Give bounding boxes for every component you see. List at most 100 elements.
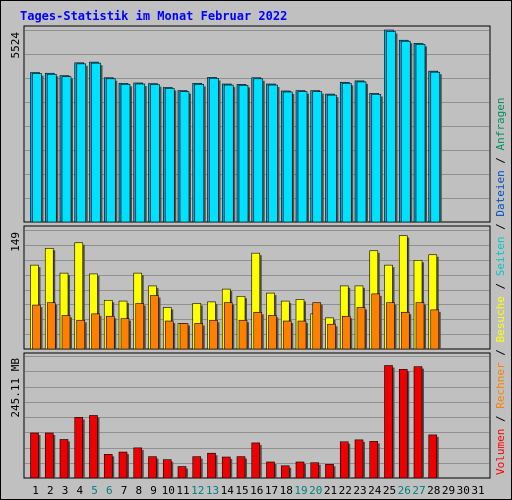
panel-top: 5524 [9,25,491,223]
y-max-label: 149 [9,232,22,252]
bar-dateien-18 [282,91,293,223]
bar-rechner-4 [76,319,86,350]
bar-dateien-22 [341,83,352,223]
x-tick-label-25: 25 [383,484,396,497]
bar-volumen-21 [325,463,334,479]
x-axis-labels: 1 2 3 4 5 6 7 8 9 10 11 12 13 14 15 16 17 18 19 20 21 22 23 24 2… [32,484,484,497]
bar-dateien-28 [430,71,441,223]
legend-separator: / [494,276,507,296]
bar-volumen-9 [148,456,157,479]
x-tick-label-19: 19 [294,484,307,497]
legend-separator: / [494,343,507,363]
x-tick-label-3: 3 [62,484,69,497]
x-tick-label-24: 24 [368,484,382,497]
bar-dateien-14 [223,84,234,223]
bar-rechner-22 [341,315,351,350]
y-max-label: 5524 [9,32,22,59]
chart-panels: 5524 149 245.11 MB [9,25,491,479]
x-tick-label-18: 18 [280,484,293,497]
bar-rechner-1 [32,304,41,350]
x-tick-label-15: 15 [235,484,248,497]
bar-rechner-15 [238,319,248,350]
bar-volumen-17 [266,461,275,479]
bar-rechner-7 [120,318,130,350]
bar-dateien-19 [297,91,308,223]
bar-rechner-11 [179,323,189,350]
x-tick-label-29: 29 [442,484,455,497]
bar-rechner-17 [268,315,277,350]
bar-rechner-6 [105,315,115,350]
bar-dateien-7 [120,84,131,223]
bar-volumen-20 [310,462,320,479]
bar-dateien-5 [91,62,101,223]
bar-dateien-24 [371,94,382,223]
x-tick-label-17: 17 [265,484,278,497]
bar-volumen-13 [207,452,216,479]
bar-rechner-19 [297,320,307,350]
legend-seiten: Seiten [494,237,507,277]
bar-dateien-17 [268,84,278,223]
bar-dateien-16 [253,78,264,223]
x-tick-label-23: 23 [353,484,366,497]
bar-rechner-2 [46,302,56,350]
bar-dateien-1 [32,73,42,223]
x-tick-label-7: 7 [121,484,128,497]
legend-dateien: Dateien [494,170,507,216]
legend-besuche: Besuche [494,296,507,342]
x-tick-label-4: 4 [76,484,83,497]
legend-volumen: Volumen [494,429,507,475]
x-tick-label-1: 1 [32,484,39,497]
x-tick-label-8: 8 [135,484,142,497]
bar-volumen-25 [384,365,393,479]
panel-middle: 149 [9,225,491,350]
bar-rechner-28 [430,309,440,350]
x-tick-label-2: 2 [47,484,54,497]
bar-volumen-19 [295,461,305,479]
bar-dateien-13 [209,78,219,223]
bar-volumen-10 [162,459,172,479]
bar-dateien-23 [356,81,367,223]
x-tick-label-10: 10 [162,484,175,497]
bar-dateien-3 [61,76,72,223]
x-tick-label-26: 26 [398,484,411,497]
legend: Volumen / Rechner / Besuche / Seiten / D… [494,97,507,475]
bar-volumen-23 [354,439,364,479]
x-tick-label-11: 11 [176,484,189,497]
bar-rechner-24 [371,293,381,350]
bar-volumen-5 [89,415,98,479]
bar-volumen-8 [133,447,143,479]
bar-dateien-25 [386,31,396,223]
bar-volumen-26 [398,369,408,479]
bar-volumen-12 [192,456,202,479]
y-max-label: 245.11 MB [9,358,22,418]
chart-title: Tages-Statistik im Monat Februar 2022 [20,9,287,23]
x-tick-label-20: 20 [309,484,322,497]
legend-separator: / [494,150,507,170]
legend-rechner: Rechner [494,362,507,409]
bar-rechner-23 [356,307,366,350]
bar-volumen-11 [177,466,187,479]
bar-dateien-2 [46,73,57,223]
legend-separator: / [494,409,507,429]
bar-rechner-27 [415,302,425,350]
bar-rechner-9 [150,295,159,350]
bar-rechner-18 [282,320,292,350]
x-tick-label-12: 12 [191,484,204,497]
legend-text: Volumen / Rechner / Besuche / Seiten / D… [494,97,507,475]
bar-volumen-16 [251,442,261,479]
bar-rechner-21 [327,323,336,350]
bar-volumen-3 [59,439,69,479]
bar-dateien-10 [164,88,175,223]
bar-rechner-5 [91,313,100,350]
x-tick-label-31: 31 [471,484,484,497]
bar-volumen-24 [369,441,379,479]
bar-dateien-8 [135,83,146,223]
x-tick-label-22: 22 [339,484,352,497]
bar-rechner-8 [135,303,145,350]
bar-dateien-21 [327,94,337,223]
bar-volumen-27 [413,366,423,479]
x-tick-label-5: 5 [91,484,98,497]
x-tick-label-14: 14 [221,484,235,497]
bar-dateien-15 [238,85,249,223]
